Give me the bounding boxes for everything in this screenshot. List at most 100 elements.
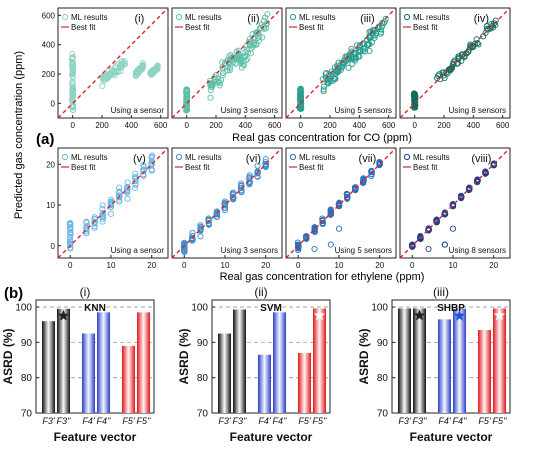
legend-label-ml: ML results [185,153,222,162]
ml-result-point [467,43,474,50]
x-axis-label-ethylene: Real gas concentration for ethylene (ppm… [220,271,425,283]
ml-result-point [226,64,234,72]
best-fit-line [57,147,169,259]
ml-result-point [490,161,497,168]
ml-result-point [154,63,161,70]
best-fit-line [57,7,169,119]
x-axis-label: Feature vector [230,430,313,444]
category-tick-label: F3' [42,416,55,426]
x-tick-label: 20 [489,261,498,270]
best-star-icon [313,309,326,321]
x-tick-label: 20 [375,261,384,270]
ml-result-point [213,209,220,216]
legend-label-fit: Best fit [299,23,324,32]
category-tick-label: F5'' [137,416,151,426]
best-fit-line [171,147,283,259]
best-star-icon [453,309,466,321]
x-tick-label: 0 [410,261,415,270]
x-tick-label: 200 [95,121,109,130]
ml-result-point [91,219,98,226]
sensor-count-note: Using 5 sensors [335,246,392,255]
ml-result-point [482,29,489,37]
ml-result-point [148,154,155,162]
ml-result-point [124,184,131,191]
ml-result-point [253,41,260,48]
bar [478,330,491,413]
ml-result-point [327,241,334,248]
x-tick-label: 600 [268,121,282,130]
bar [42,321,55,413]
ml-result-point [425,245,432,253]
legend-marker-ml [61,153,69,161]
ml-result-point [334,69,341,76]
bar [313,308,326,413]
ml-result-point [124,195,131,202]
ml-result-point [107,210,115,217]
y-tick-label: 80 [377,373,389,384]
x-tick-label: 0 [296,261,301,270]
ml-result-point [425,227,432,234]
legend-label-ml: ML results [413,13,450,22]
x-tick-label: 20 [147,261,156,270]
ml-result-point [311,226,318,233]
category-tick-label: F5' [298,416,311,426]
x-tick-label: 0 [70,121,75,130]
ml-result-point [335,201,342,208]
legend-marker-ml [403,153,411,161]
ml-result-point [324,80,332,87]
y-tick-label: 600 [42,11,56,20]
x-tick-label: 600 [154,121,168,130]
y-tick-label: 70 [21,409,33,420]
ml-result-point [197,227,204,234]
ml-result-point [69,74,76,81]
x-tick-label: 600 [496,121,510,130]
sensor-count-note: Using 8 sensors [449,246,506,255]
panel-roman-label: (vii) [359,153,377,165]
ml-result-point [107,196,115,203]
bar [233,309,246,413]
ml-result-point [102,72,109,79]
ml-result-point [132,184,139,192]
ml-result-point [320,83,327,90]
ml-result-point [343,53,350,60]
ml-result-point [99,210,106,217]
ml-result-point [99,202,106,209]
y-tick-label: 100 [191,303,208,314]
model-title: KNN [84,303,106,314]
ml-result-point [254,169,261,176]
category-tick-label: F3'' [57,416,71,426]
ml-result-point [183,105,190,112]
bar [273,312,286,413]
ml-result-point [319,216,326,224]
ml-result-point [255,34,262,41]
ml-result-point [230,59,237,66]
ml-result-point [118,61,125,68]
ml-result-point [183,89,190,96]
ml-result-point [238,180,245,187]
bar [413,308,426,413]
ml-result-point [441,69,448,76]
legend-label-ml: ML results [413,153,450,162]
category-tick-label: F3'' [233,416,247,426]
x-tick-label: 10 [335,261,344,270]
bar [398,308,411,413]
legend-label-fit: Best fit [413,163,438,172]
sensor-count-note: Using 3 sensors [221,246,278,255]
ml-result-point [378,29,385,36]
ml-result-point [442,210,449,217]
ml-result-point [139,60,146,67]
ml-result-point [368,168,375,175]
y-tick-label: 90 [197,338,209,349]
y-tick-label: 10 [46,201,55,210]
ml-result-point [116,188,123,195]
panel-roman-label: (viii) [471,153,491,165]
ml-result-point [69,64,76,71]
category-tick-label: F4'' [97,416,111,426]
x-axis-label: Feature vector [54,430,137,444]
ml-result-point [344,194,351,201]
ml-result-point [211,73,218,80]
